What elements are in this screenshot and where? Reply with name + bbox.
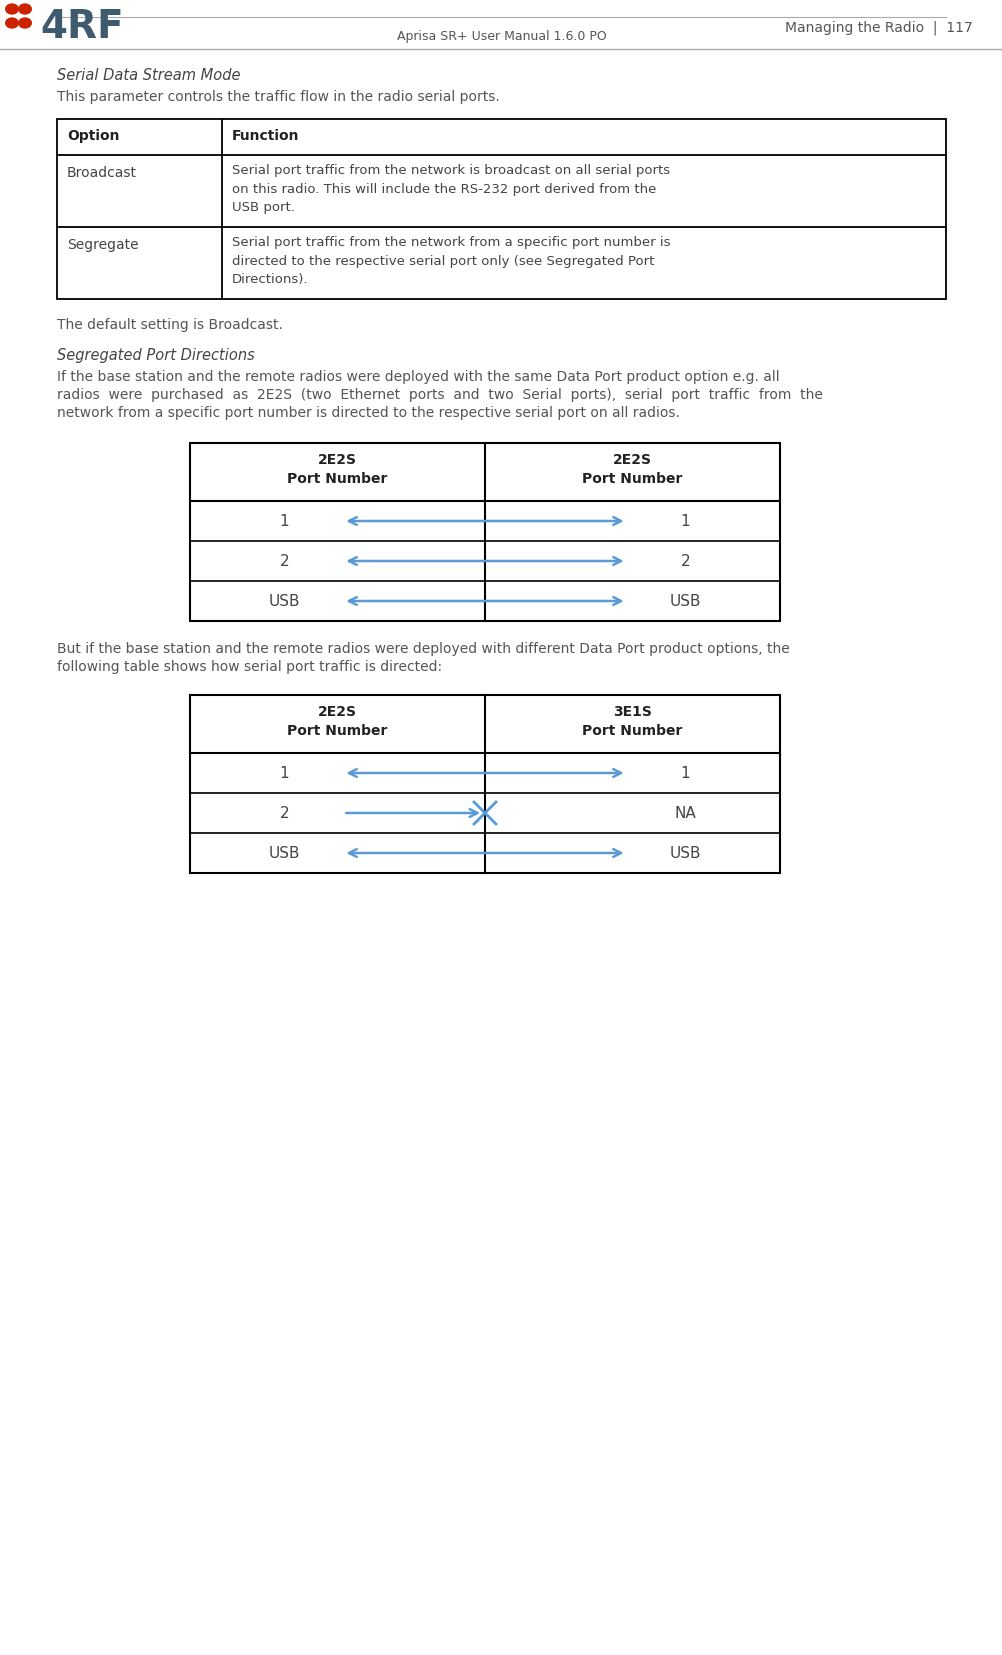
Text: radios  were  purchased  as  2E2S  (two  Ethernet  ports  and  two  Serial  port: radios were purchased as 2E2S (two Ether… [57,387,822,402]
Text: The default setting is Broadcast.: The default setting is Broadcast. [57,318,283,331]
Text: Option: Option [67,129,119,142]
Text: 2E2S: 2E2S [612,453,651,467]
Text: 2: 2 [680,554,689,569]
Text: This parameter controls the traffic flow in the radio serial ports.: This parameter controls the traffic flow… [57,89,499,104]
Text: Port Number: Port Number [287,472,388,485]
Text: Port Number: Port Number [582,472,682,485]
Text: USB: USB [669,846,700,861]
Text: 1: 1 [280,515,289,530]
Bar [189,444,780,622]
Text: 4RF: 4RF [40,8,123,46]
Text: Broadcast: Broadcast [67,166,137,180]
Text: 2E2S: 2E2S [318,453,357,467]
Text: 1: 1 [680,766,689,781]
Text: Port Number: Port Number [582,723,682,738]
Text: Port Number: Port Number [287,723,388,738]
Ellipse shape [19,20,31,28]
Ellipse shape [6,20,18,28]
Text: But if the base station and the remote radios were deployed with different Data : But if the base station and the remote r… [57,642,789,655]
Bar [189,695,780,874]
Text: Segregate: Segregate [67,238,138,252]
Text: 2E2S: 2E2S [318,705,357,718]
Text: 2: 2 [280,554,289,569]
Text: Function: Function [231,129,300,142]
Text: USB: USB [669,594,700,609]
Text: 3E1S: 3E1S [612,705,651,718]
Text: Aprisa SR+ User Manual 1.6.0 PO: Aprisa SR+ User Manual 1.6.0 PO [396,30,606,43]
Text: 2: 2 [280,806,289,821]
Text: following table shows how serial port traffic is directed:: following table shows how serial port tr… [57,660,442,674]
Text: 1: 1 [680,515,689,530]
Text: NA: NA [674,806,695,821]
Text: Segregated Port Directions: Segregated Port Directions [57,348,255,362]
Text: Serial port traffic from the network from a specific port number is
directed to : Serial port traffic from the network fro… [231,237,669,286]
Bar [57,119,945,300]
Text: If the base station and the remote radios were deployed with the same Data Port : If the base station and the remote radio… [57,369,779,384]
Text: USB: USB [269,594,300,609]
Ellipse shape [6,5,18,15]
Text: Serial port traffic from the network is broadcast on all serial ports
on this ra: Serial port traffic from the network is … [231,164,669,213]
Ellipse shape [19,5,31,15]
Text: network from a specific port number is directed to the respective serial port on: network from a specific port number is d… [57,405,679,420]
Text: Managing the Radio  |  117: Managing the Radio | 117 [785,20,972,35]
Text: USB: USB [269,846,300,861]
Text: 1: 1 [280,766,289,781]
Text: Serial Data Stream Mode: Serial Data Stream Mode [57,68,240,83]
